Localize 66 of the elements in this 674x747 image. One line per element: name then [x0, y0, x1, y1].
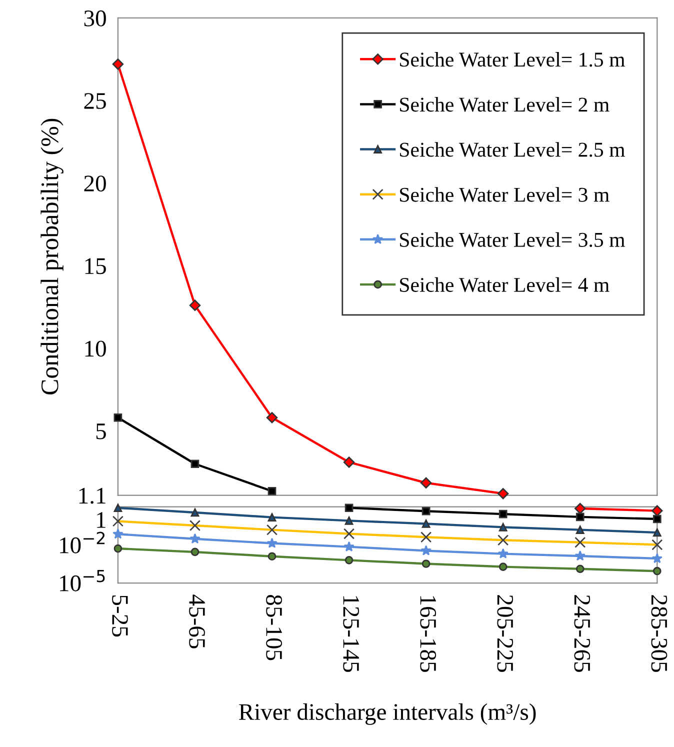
point [420, 545, 432, 556]
point [344, 556, 354, 564]
x-tick-label: 125-145 [343, 596, 359, 672]
point [189, 300, 201, 311]
x-tick-label: 85-105 [266, 595, 282, 660]
point [498, 510, 508, 518]
point [190, 460, 200, 468]
y-tick-label: 1 [97, 512, 106, 528]
y-tick-label: 25 [84, 93, 106, 109]
point [344, 504, 354, 512]
y-axis-title: Conditional probability (%) [40, 118, 64, 394]
x-tick-label: 245-265 [574, 595, 590, 672]
point [576, 564, 584, 574]
point [268, 486, 276, 496]
legend-label: Seiche Water Level= 3 m [400, 187, 610, 202]
point [114, 544, 122, 553]
point [112, 58, 124, 70]
point [422, 520, 430, 528]
point [652, 514, 662, 524]
point [112, 528, 124, 539]
point [344, 541, 354, 552]
y-tick-label: 1.1 [79, 488, 106, 504]
point [420, 477, 432, 488]
x-axis-title: River discharge intervals (m³/s) [239, 703, 536, 725]
point [497, 488, 509, 500]
legend-label: Seiche Water Level= 2 m [400, 97, 610, 112]
x-tick-label: 5-25 [112, 596, 128, 636]
x-tick-label: 45-65 [189, 594, 205, 648]
point [576, 526, 584, 534]
y-tick-label: 20 [84, 176, 106, 192]
point [268, 513, 276, 522]
point [652, 552, 662, 564]
point [498, 562, 508, 571]
point [343, 456, 355, 468]
point [268, 552, 276, 561]
y-tick-label: 30 [84, 10, 106, 26]
point [574, 502, 586, 514]
point [266, 412, 278, 424]
point [190, 548, 200, 556]
legend-label: Seiche Water Level= 2.5 m [400, 142, 625, 157]
legend-label: Seiche Water Level= 4 m [400, 277, 610, 292]
point [652, 528, 662, 537]
x-tick-label: 205-225 [497, 595, 514, 672]
point [652, 566, 662, 576]
point [114, 504, 122, 512]
point [422, 560, 430, 568]
point [114, 413, 122, 422]
point [574, 550, 586, 561]
y-tick-label: 10$^{−2}$ [60, 532, 105, 554]
point [652, 505, 663, 516]
point [498, 523, 508, 532]
x-tick-label: 165-185 [420, 596, 436, 672]
y-tick-label: 10 [85, 340, 106, 357]
y-tick-label: 5 [96, 424, 106, 440]
point [422, 506, 430, 516]
legend-label: Seiche Water Level= 1.5 m [400, 52, 625, 67]
point [344, 516, 354, 525]
point [190, 533, 200, 544]
x-tick-label: 285-305 [651, 595, 668, 672]
point [498, 548, 508, 558]
y-tick-label: 10$^{−5}$ [60, 570, 105, 592]
point [190, 508, 200, 517]
legend-label: Seiche Water Level= 3.5 m [400, 232, 625, 248]
y-tick-label: 15 [85, 258, 106, 274]
point [266, 538, 278, 548]
point [576, 512, 584, 522]
